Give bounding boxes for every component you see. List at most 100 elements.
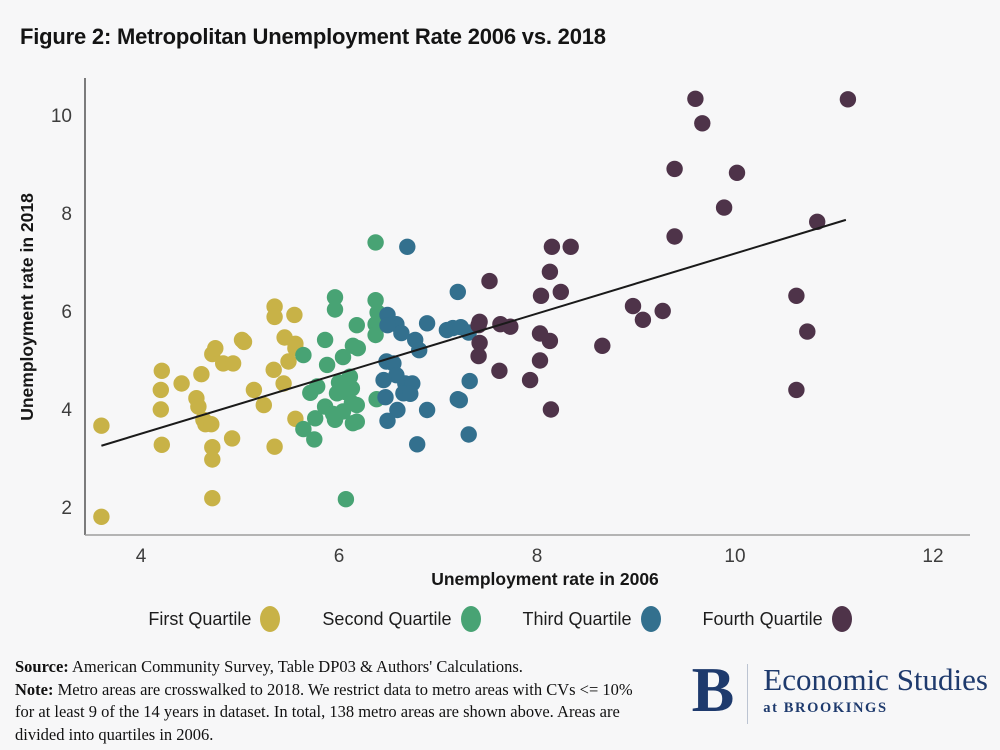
data-point (307, 410, 324, 427)
data-point (634, 311, 652, 328)
y-tick-label: 10 (51, 106, 72, 127)
data-point (393, 324, 410, 342)
data-point (470, 347, 487, 365)
data-point (788, 287, 805, 304)
logo-economic-studies: Economic Studies (763, 662, 988, 697)
note-text: Metro areas are crosswalked to 2018. We … (15, 679, 633, 744)
data-point (471, 334, 488, 352)
data-point (543, 238, 561, 255)
data-point (375, 371, 392, 389)
data-point (449, 283, 466, 301)
legend-label: Fourth Quartile (702, 608, 823, 629)
data-point (193, 366, 210, 383)
data-point (266, 438, 283, 455)
data-point (318, 356, 336, 374)
data-point (152, 401, 169, 418)
data-point (409, 436, 426, 453)
first-quartile-dot-icon (260, 606, 281, 632)
data-point (418, 401, 436, 419)
data-point (349, 340, 366, 357)
data-point (521, 371, 539, 389)
footer-notes: Source: American Community Survey, Table… (15, 656, 650, 746)
data-point (173, 375, 190, 392)
axis-ticks-layer: 2 4 6 8 10 4 6 8 10 12 (51, 106, 944, 567)
data-point (367, 326, 384, 344)
data-point (255, 396, 272, 414)
data-point (542, 401, 560, 418)
data-point (624, 297, 642, 315)
data-point (204, 451, 221, 468)
y-tick-label: 2 (61, 498, 72, 519)
x-tick-label: 6 (334, 546, 345, 567)
data-point (334, 348, 352, 366)
data-point (460, 426, 477, 443)
data-point (541, 263, 559, 280)
data-point (728, 164, 746, 181)
data-point (204, 490, 221, 507)
data-point (286, 306, 303, 324)
source-label: Source: (15, 657, 69, 676)
y-tick-label: 6 (61, 302, 72, 323)
data-point (461, 372, 478, 390)
data-point (223, 430, 241, 447)
data-point (265, 361, 282, 378)
data-point (402, 385, 419, 402)
y-tick-label: 8 (61, 204, 72, 225)
data-point (532, 287, 550, 304)
data-point (326, 289, 344, 306)
data-point (348, 396, 365, 414)
data-point (481, 272, 498, 290)
legend-item-third-quartile: Third Quartile (523, 606, 661, 632)
x-tick-label: 8 (532, 546, 543, 567)
data-point (316, 331, 334, 349)
data-point (531, 352, 549, 369)
data-point (348, 317, 365, 334)
data-point (207, 340, 224, 357)
data-point (379, 412, 396, 429)
data-point (295, 420, 312, 438)
data-point (295, 346, 312, 364)
third-quartile-dot-icon (640, 606, 661, 632)
data-point (306, 431, 323, 448)
data-point (266, 308, 283, 326)
x-tick-label: 10 (724, 546, 745, 567)
data-point (280, 353, 297, 370)
data-point (377, 389, 394, 406)
logo-at-brookings: at BROOKINGS (763, 700, 888, 717)
data-point (224, 355, 242, 372)
data-point (203, 416, 220, 433)
data-point (491, 362, 508, 379)
data-point (367, 292, 384, 309)
data-point (204, 439, 221, 456)
x-tick-label: 4 (136, 546, 147, 567)
legend-item-first-quartile: First Quartile (148, 606, 281, 632)
data-point (562, 238, 579, 255)
data-point (799, 323, 816, 340)
data-point (367, 234, 384, 251)
brookings-b-icon: B (691, 654, 735, 725)
data-point (152, 381, 169, 399)
data-point (839, 91, 857, 108)
second-quartile-dot-icon (460, 606, 481, 632)
data-point (418, 315, 436, 332)
legend-item-second-quartile: Second Quartile (322, 606, 481, 632)
data-point (379, 317, 396, 334)
data-point (235, 333, 253, 351)
data-point (399, 238, 416, 255)
note-line: Note: Metro areas are crosswalked to 201… (15, 679, 650, 747)
x-axis-title: Unemployment rate in 2006 (431, 569, 659, 589)
data-point (687, 90, 704, 108)
legend-label: Second Quartile (322, 608, 452, 629)
data-point (337, 491, 355, 508)
data-points-layer (93, 90, 857, 525)
x-tick-label: 12 (922, 546, 943, 567)
data-point (666, 228, 683, 245)
trend-line (101, 218, 847, 447)
logo-text: Economic Studies at BROOKINGS (763, 654, 988, 717)
page-title: Figure 2: Metropolitan Unemployment Rate… (20, 24, 606, 49)
source-line: Source: American Community Survey, Table… (15, 656, 650, 679)
data-point (666, 160, 683, 178)
data-point (788, 381, 805, 399)
legend-label: First Quartile (148, 608, 252, 629)
